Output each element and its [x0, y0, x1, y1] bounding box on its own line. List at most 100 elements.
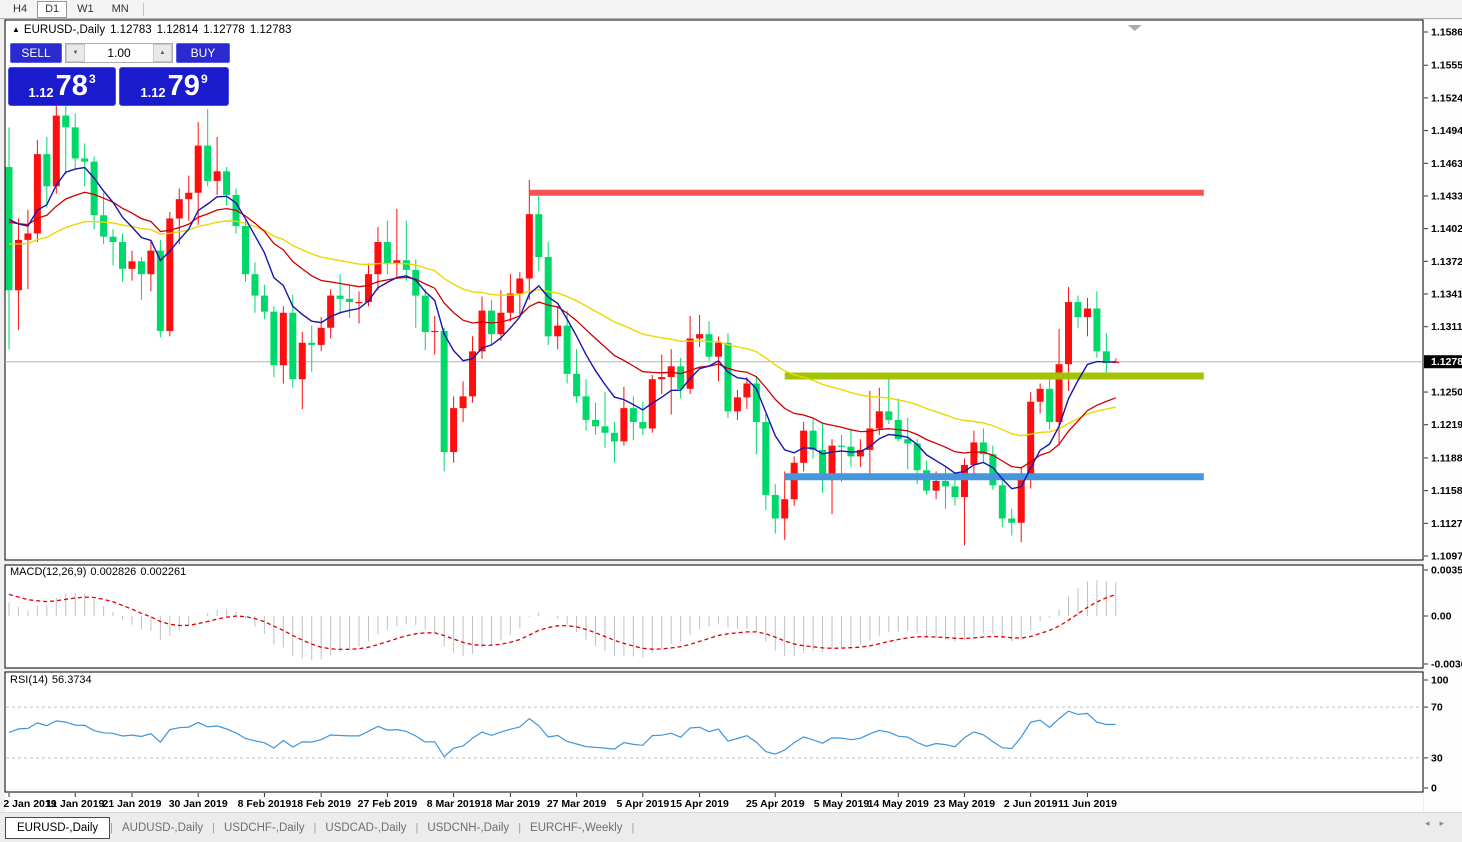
tab-separator: | [415, 821, 419, 834]
candle-body [242, 225, 249, 275]
rsi-indicator-label: RSI(14) 56.3734 [10, 674, 96, 686]
candle-body [563, 325, 571, 374]
buy-big-figure: 1.12 [140, 85, 166, 100]
sell-pips: 78 [55, 70, 88, 102]
macd-axis[interactable]: 0.003518 0.00 -0.00367 [1424, 565, 1462, 671]
candle-body [686, 338, 694, 389]
date-tick-label: 5 Apr 2019 [616, 798, 669, 810]
price-tick-label: 1.11275 [1431, 518, 1462, 530]
price-tick-label: 1.15245 [1431, 92, 1462, 104]
price-tick-label: 1.12500 [1431, 387, 1462, 399]
candle-body [979, 442, 987, 455]
candle-body [610, 432, 618, 442]
tab-eurchf[interactable]: EURCHF-,Weekly [530, 821, 623, 834]
shift-marker-icon[interactable] [1127, 25, 1142, 31]
candle-body [223, 171, 231, 195]
tab-scroll-left-icon[interactable]: ◂ [1424, 818, 1440, 828]
timeframe-button-h4[interactable]: H4 [13, 3, 28, 15]
tab-scroll-right-icon[interactable]: ▸ [1439, 818, 1454, 828]
buy-price-button[interactable]: 1.12 79 9 [119, 67, 229, 106]
tab-usdcad[interactable]: USDCAD-,Daily [325, 821, 407, 834]
rsi-panel[interactable] [4, 671, 1424, 793]
price-tick-label: 1.12195 [1431, 419, 1462, 431]
macd-panel[interactable] [4, 564, 1424, 669]
candle-body [71, 127, 79, 159]
tab-scroll-arrows: ◂▸ [1425, 818, 1454, 829]
candle-body [128, 261, 136, 269]
candle-body [90, 161, 98, 216]
candle-body [516, 278, 524, 294]
candle-body [960, 464, 968, 498]
sell-price-button[interactable]: 1.12 78 3 [8, 67, 116, 106]
candle-body [308, 342, 316, 345]
candle-body [554, 325, 562, 337]
candle-body [582, 396, 590, 420]
date-axis-area[interactable] [5, 793, 1423, 812]
tab-eurusd[interactable]: EURUSD-,Daily [5, 816, 111, 839]
candle-body [932, 480, 940, 491]
candle-body [14, 239, 22, 291]
buy-button[interactable]: BUY [176, 43, 230, 63]
timeframe-button-mn[interactable]: MN [111, 3, 129, 15]
rsi-value: 56.3734 [51, 674, 92, 686]
macd-tick-label: -0.00367 [1431, 658, 1462, 670]
candle-body [752, 383, 760, 423]
candle-body [383, 242, 391, 264]
tab-separator: | [313, 821, 317, 834]
candle-body [402, 260, 410, 270]
sell-button[interactable]: SELL [10, 43, 62, 63]
rsi-axis[interactable]: 100 70 30 0 [1424, 675, 1449, 795]
volume-input[interactable]: 1.00 [107, 46, 131, 60]
candle-body [100, 215, 108, 237]
tab-usdchf[interactable]: USDCHF-,Daily [224, 821, 305, 834]
price-axis[interactable]: 1.15860 1.15550 1.15245 1.14940 1.14635 1.143… [1424, 27, 1462, 563]
sell-big-figure: 1.12 [28, 85, 54, 100]
chart-collapse-icon[interactable]: ▲ [12, 25, 20, 34]
candle-body [620, 408, 628, 442]
candle-body [33, 154, 41, 234]
timeframe-button-w1[interactable]: W1 [77, 3, 94, 15]
rsi-layer [6, 706, 1422, 759]
candle-body [1093, 308, 1101, 352]
tab-usdcnh[interactable]: USDCNH-,Daily [427, 821, 510, 834]
candle-body [1065, 302, 1073, 365]
main-chart-panel[interactable] [4, 19, 1424, 561]
price-tick-label: 1.14025 [1431, 223, 1462, 235]
ma-slow-line [8, 220, 1116, 437]
candle-body [828, 445, 836, 474]
chart-symbol-label: EURUSD-,Daily [23, 24, 106, 36]
volume-decrease-icon[interactable]: ▼ [66, 44, 85, 62]
price-axis-area[interactable] [1424, 20, 1462, 812]
chart-canvas[interactable]: 1.15860 1.15550 1.15245 1.14940 1.14635 1.143… [0, 0, 1462, 812]
price-tick-label: 1.14330 [1431, 190, 1462, 202]
candle-body [194, 145, 202, 193]
buy-pips: 79 [167, 70, 200, 102]
date-tick-label: 18 Mar 2019 [481, 798, 541, 810]
candle-body [970, 442, 978, 465]
price-tick-label: 1.13415 [1431, 289, 1462, 301]
candle-body [904, 439, 912, 444]
candle-body [327, 295, 335, 328]
candle-body [393, 260, 401, 264]
candle-body [1036, 388, 1044, 402]
candle-body [1055, 364, 1063, 423]
date-tick-label: 25 Apr 2019 [746, 798, 805, 810]
volume-stepper[interactable]: ▼ 1.00 ▲ [65, 43, 173, 63]
tab-audusd[interactable]: AUDUSD-,Daily [122, 821, 204, 834]
volume-increase-icon[interactable]: ▲ [153, 44, 172, 62]
price-tick-label: 1.11580 [1431, 485, 1462, 497]
candle-body [24, 233, 32, 240]
candle-body [166, 218, 174, 331]
toolbar-separator [142, 2, 144, 16]
buy-pipette: 9 [200, 72, 208, 86]
candle-body [431, 330, 439, 333]
timeframe-button-d1[interactable]: D1 [37, 0, 68, 18]
price-tick-label: 1.10970 [1431, 551, 1462, 563]
candle-body [1017, 479, 1025, 523]
rsi-line [8, 710, 1116, 758]
candle-body [506, 293, 514, 313]
candle-body [790, 462, 798, 500]
candle-body [175, 199, 183, 219]
ohlc-open: 1.12783 [110, 24, 152, 36]
